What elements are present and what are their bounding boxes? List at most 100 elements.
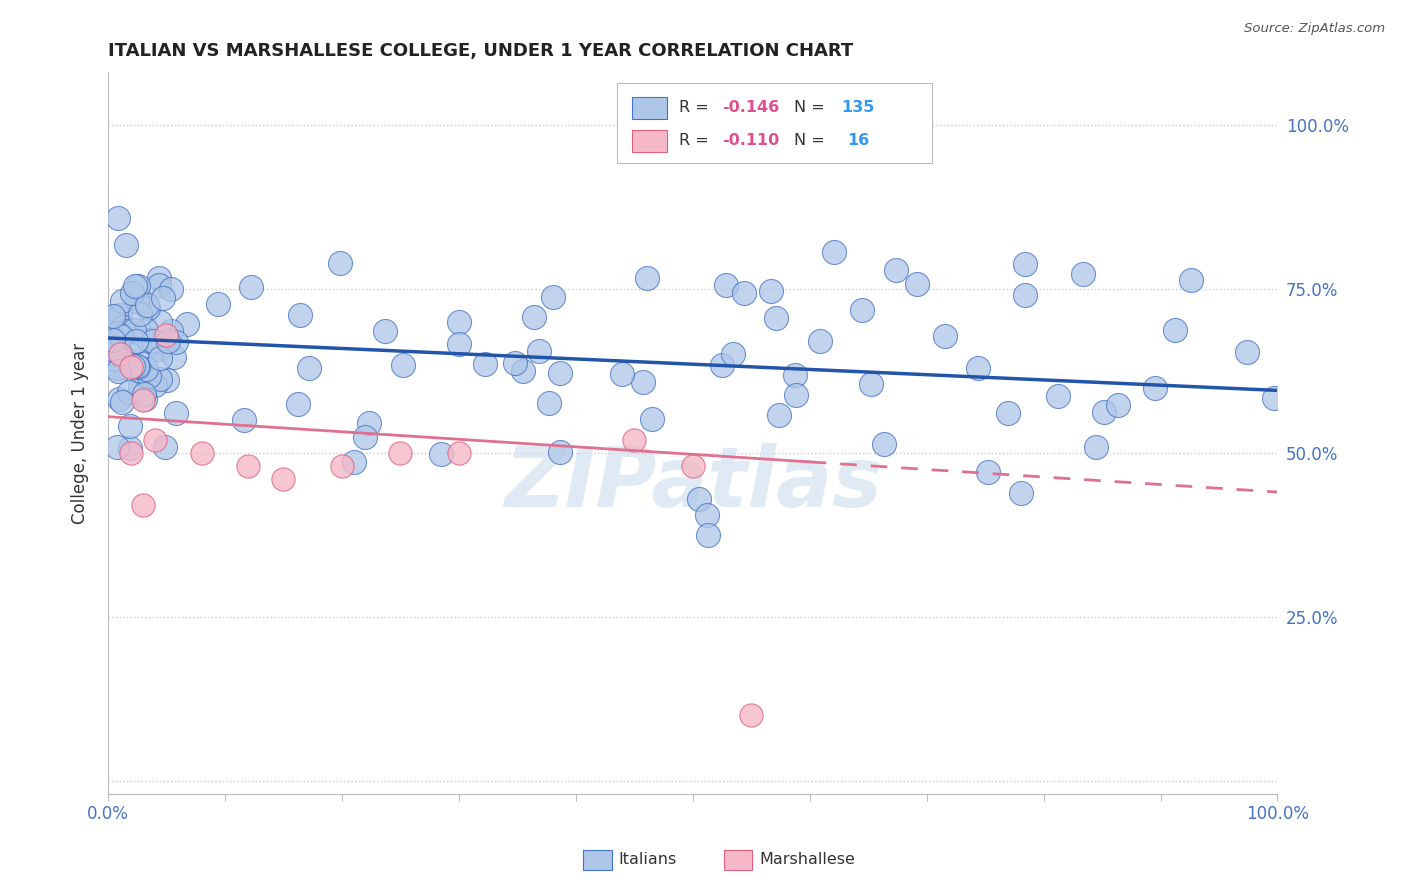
Point	[122, 323, 145, 337]
Point	[610, 368, 633, 382]
Point	[541, 290, 564, 304]
Point	[143, 433, 166, 447]
Point	[149, 372, 172, 386]
Point	[808, 334, 831, 348]
Point	[121, 286, 143, 301]
Point	[1010, 486, 1032, 500]
Point	[138, 369, 160, 384]
Point	[765, 310, 787, 325]
Point	[997, 406, 1019, 420]
Point	[723, 347, 745, 361]
Point	[132, 387, 155, 401]
Point	[330, 458, 353, 473]
Point	[112, 352, 135, 367]
Point	[129, 307, 152, 321]
Point	[108, 361, 131, 376]
Point	[688, 491, 710, 506]
Point	[934, 329, 956, 343]
Point	[512, 363, 534, 377]
Point	[1014, 288, 1036, 302]
Point	[127, 359, 149, 374]
Point	[1236, 345, 1258, 359]
Point	[125, 294, 148, 309]
Point	[287, 397, 309, 411]
Point	[143, 378, 166, 392]
Point	[159, 324, 181, 338]
Point	[967, 361, 990, 376]
Point	[710, 359, 733, 373]
Bar	[631, 97, 666, 119]
Point	[101, 352, 124, 367]
Point	[127, 279, 149, 293]
Point	[233, 412, 256, 426]
Point	[166, 335, 188, 350]
Point	[120, 446, 142, 460]
Point	[1047, 389, 1070, 403]
Point	[120, 360, 142, 375]
Point	[1107, 398, 1129, 412]
Point	[142, 334, 165, 348]
Point	[118, 419, 141, 434]
Point	[641, 412, 664, 426]
Point	[112, 350, 135, 364]
Point	[148, 278, 170, 293]
Point	[118, 441, 141, 455]
Point	[111, 319, 134, 334]
Point	[107, 364, 129, 378]
Point	[132, 498, 155, 512]
Point	[134, 361, 156, 376]
Point	[1092, 405, 1115, 419]
Point	[134, 392, 156, 406]
Point	[101, 310, 124, 324]
Point	[523, 310, 546, 325]
Point	[238, 458, 260, 473]
Point	[761, 284, 783, 298]
Point	[503, 356, 526, 370]
Point	[1263, 391, 1285, 405]
Point	[873, 437, 896, 451]
Point	[697, 528, 720, 542]
Point	[149, 351, 172, 365]
Point	[207, 296, 229, 310]
Point	[1071, 268, 1094, 282]
Point	[190, 446, 212, 460]
Point	[111, 320, 134, 334]
Point	[537, 396, 560, 410]
Text: 135: 135	[841, 100, 875, 115]
Point	[374, 324, 396, 338]
Point	[148, 270, 170, 285]
Point	[156, 373, 179, 387]
Point	[129, 364, 152, 378]
Text: ZIPatlas: ZIPatlas	[503, 443, 882, 524]
Point	[132, 393, 155, 408]
Point	[1085, 440, 1108, 454]
Point	[110, 329, 132, 343]
Point	[124, 279, 146, 293]
Text: N =: N =	[794, 100, 825, 115]
Text: Marshallese: Marshallese	[759, 853, 855, 867]
Text: 16: 16	[846, 134, 869, 148]
Point	[115, 324, 138, 338]
Point	[905, 277, 928, 292]
Point	[105, 440, 128, 454]
Point	[392, 358, 415, 372]
Point	[240, 280, 263, 294]
Point	[851, 302, 873, 317]
Point	[149, 315, 172, 329]
Text: R =: R =	[679, 134, 714, 148]
Point	[128, 378, 150, 392]
Text: Italians: Italians	[619, 853, 676, 867]
Point	[298, 361, 321, 376]
Point	[529, 344, 551, 359]
Point	[768, 408, 790, 422]
Point	[155, 440, 177, 454]
Point	[633, 375, 655, 389]
Point	[548, 445, 571, 459]
Point	[353, 430, 375, 444]
Point	[1143, 381, 1166, 395]
Point	[474, 357, 496, 371]
Point	[148, 342, 170, 356]
Point	[107, 392, 129, 406]
Text: Source: ZipAtlas.com: Source: ZipAtlas.com	[1244, 22, 1385, 36]
Point	[884, 263, 907, 277]
